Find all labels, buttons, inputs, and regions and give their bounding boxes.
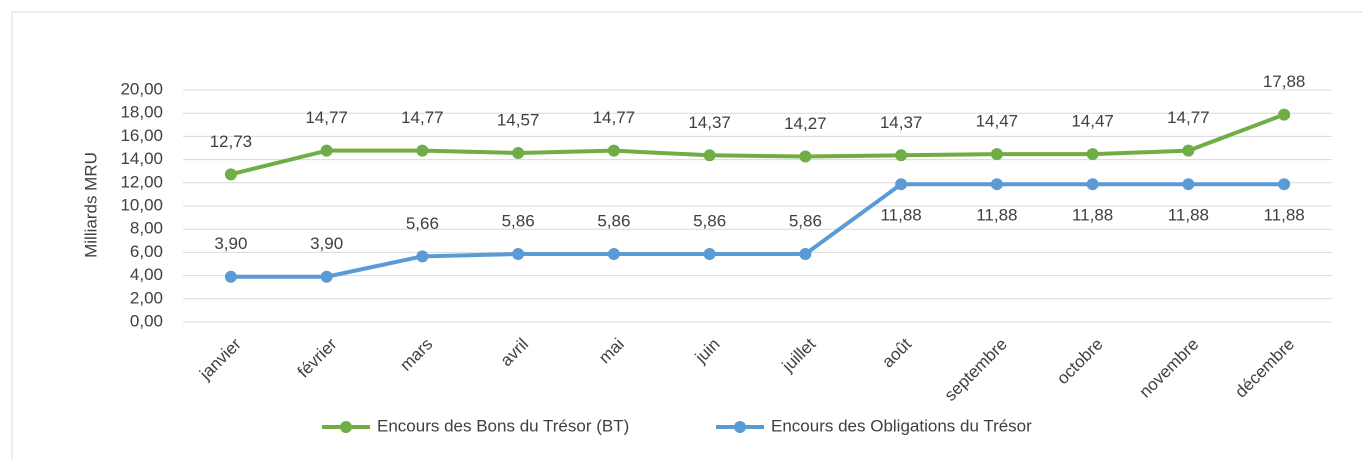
data-point (895, 149, 908, 162)
data-point (895, 178, 908, 191)
data-point (990, 148, 1003, 161)
data-point (607, 144, 620, 157)
data-point (1086, 178, 1099, 191)
series-line (230, 182, 1285, 279)
x-tick-label: septembre (941, 335, 1011, 405)
data-label: 11,88 (976, 206, 1017, 225)
x-tick-label: février (294, 334, 341, 381)
data-label: 17,88 (1263, 72, 1306, 91)
data-point (224, 270, 237, 283)
data-point (320, 144, 333, 157)
data-point (799, 248, 812, 261)
data-label: 11,88 (880, 206, 921, 225)
data-label: 5,86 (502, 212, 535, 231)
x-tick-label: juin (691, 335, 724, 368)
x-tick-label: mars (396, 335, 436, 375)
data-label: 14,57 (497, 110, 540, 129)
data-label: 11,88 (1168, 206, 1209, 225)
data-point (512, 248, 525, 261)
data-label: 14,47 (976, 112, 1019, 131)
legend-label: Encours des Obligations du Trésor (771, 416, 1032, 435)
data-label: 14,77 (593, 108, 636, 127)
data-label: 11,88 (1263, 206, 1304, 225)
data-label: 14,77 (305, 108, 348, 127)
data-label: 3,90 (310, 234, 343, 253)
data-label: 5,86 (597, 212, 630, 231)
data-point (703, 149, 716, 162)
data-point (1278, 178, 1291, 191)
y-tick-label: 8,00 (130, 219, 163, 238)
data-label: 12,73 (210, 132, 253, 151)
data-label: 14,37 (880, 113, 923, 132)
data-label: 14,27 (784, 114, 827, 133)
data-point (320, 270, 333, 283)
data-label: 14,37 (688, 113, 731, 132)
x-tick-label: avril (497, 335, 532, 370)
x-tick-label: juillet (778, 334, 820, 376)
legend-marker (734, 421, 746, 433)
y-tick-label: 12,00 (120, 172, 163, 191)
series-line (230, 112, 1285, 177)
y-tick-label: 4,00 (130, 265, 163, 284)
legend-marker (340, 421, 352, 433)
y-tick-label: 6,00 (130, 242, 163, 261)
data-point (703, 248, 716, 261)
x-tick-label: août (878, 334, 915, 371)
data-label: 5,86 (693, 212, 726, 231)
data-point (799, 150, 812, 163)
x-tick-label: novembre (1135, 335, 1202, 402)
data-label: 14,77 (1167, 108, 1210, 127)
data-label: 5,86 (789, 212, 822, 231)
data-label: 3,90 (214, 234, 247, 253)
y-tick-label: 18,00 (120, 103, 163, 122)
data-label: 5,66 (406, 214, 439, 233)
data-point (224, 168, 237, 181)
y-tick-label: 10,00 (120, 195, 163, 214)
chart-frame (11, 11, 1362, 459)
data-point (416, 250, 429, 263)
data-point (1182, 144, 1195, 157)
y-axis-title: Milliards MRU (81, 152, 100, 258)
data-point (416, 144, 429, 157)
data-label: 14,77 (401, 108, 444, 127)
x-tick-label: mai (595, 335, 628, 368)
data-label: 11,88 (1072, 206, 1113, 225)
data-point (607, 248, 620, 261)
y-tick-label: 0,00 (130, 311, 163, 330)
x-tick-label: janvier (195, 334, 245, 384)
data-point (512, 146, 525, 159)
x-tick-label: décembre (1231, 335, 1298, 402)
data-point (1278, 108, 1291, 121)
data-label: 14,47 (1071, 112, 1114, 131)
data-point (990, 178, 1003, 191)
y-tick-label: 2,00 (130, 288, 163, 307)
y-tick-label: 14,00 (120, 149, 163, 168)
x-tick-label: octobre (1053, 335, 1107, 389)
data-point (1086, 148, 1099, 161)
y-tick-label: 20,00 (120, 79, 163, 98)
data-point (1182, 178, 1195, 191)
legend-label: Encours des Bons du Trésor (BT) (377, 416, 629, 435)
y-tick-label: 16,00 (120, 126, 163, 145)
